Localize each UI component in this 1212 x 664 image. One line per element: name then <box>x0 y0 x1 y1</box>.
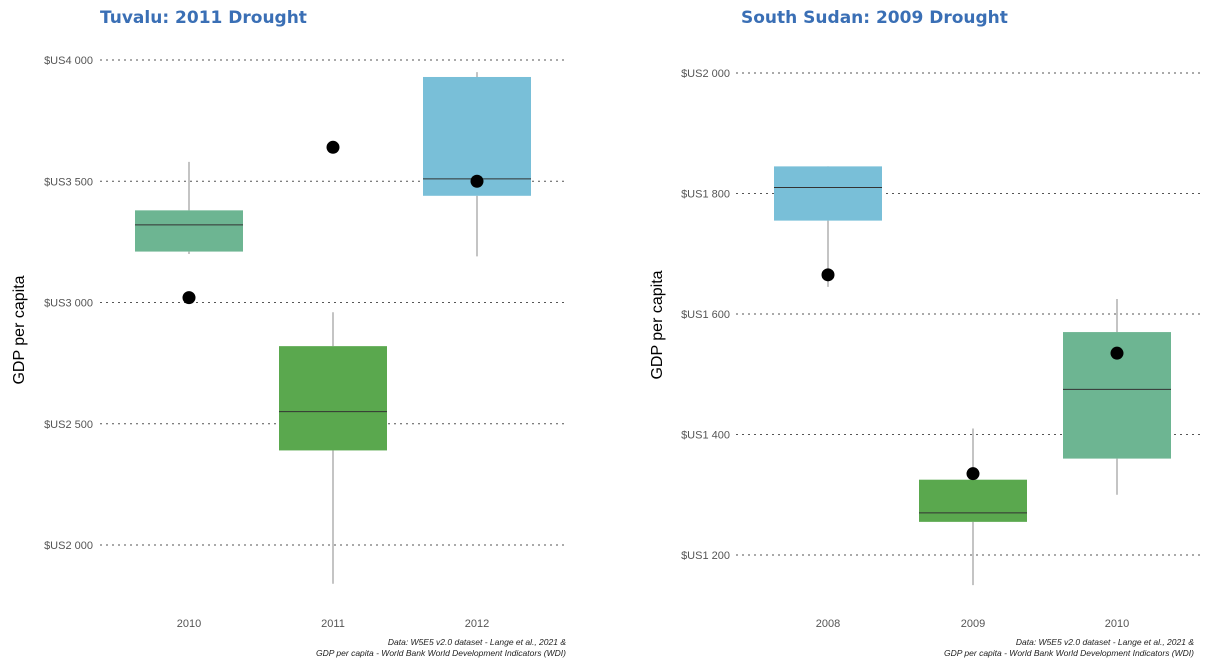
box-body <box>919 479 1027 522</box>
box-2010 <box>1063 298 1171 495</box>
chart-plot-south-sudan: $US1 200 $US1 400 $US1 600 $US1 800 $US2 000… <box>649 68 1201 630</box>
data-point <box>326 140 340 154</box>
data-point <box>966 467 980 481</box>
y-tick-label: $US1 800 <box>681 189 730 201</box>
chart-title: South Sudan: 2009 Drought <box>741 8 1008 28</box>
y-tick-label: $US1 400 <box>681 430 730 442</box>
x-tick-label: 2008 <box>816 618 840 630</box>
x-tick-label: 2012 <box>465 618 489 630</box>
source-line-1: Data: W5E5 v2.0 dataset - Lange et al., … <box>387 637 566 647</box>
box-2008 <box>774 166 882 287</box>
source-line-2: GDP per capita - World Bank World Develo… <box>315 648 566 658</box>
box-2011 <box>279 140 387 584</box>
box-body <box>279 346 387 451</box>
y-tick-label: $US2 000 <box>44 540 93 552</box>
y-tick-label: $US2 000 <box>681 68 730 80</box>
x-tick-label: 2011 <box>321 618 345 630</box>
y-tick-label: $US3 500 <box>44 176 93 188</box>
y-tick-label: $US1 600 <box>681 309 730 321</box>
data-point <box>1110 346 1124 360</box>
box-2010 <box>135 161 243 305</box>
chart-panel-south-sudan: South Sudan: 2009 Drought $US1 200 $US1 4… <box>606 0 1212 664</box>
y-tick-label: $US4 000 <box>44 55 93 67</box>
source-note: Data: W5E5 v2.0 dataset - Lange et al., … <box>944 637 1194 659</box>
source-line-1: Data: W5E5 v2.0 dataset - Lange et al., … <box>1015 637 1194 647</box>
x-tick-label: 2010 <box>177 618 201 630</box>
x-tick-label: 2010 <box>1105 618 1129 630</box>
box-body <box>774 166 882 221</box>
box-2009 <box>919 428 1027 586</box>
chart-title: Tuvalu: 2011 Drought <box>100 8 307 28</box>
y-tick-label: $US1 200 <box>681 550 730 562</box>
box-body <box>135 210 243 252</box>
chart-plot-tuvalu: $US2 000 $US2 500 $US3 000 $US3 500 $US4 000… <box>11 55 565 630</box>
data-point <box>821 268 835 282</box>
source-note: Data: W5E5 v2.0 dataset - Lange et al., … <box>316 637 566 659</box>
y-tick-label: $US2 500 <box>44 419 93 431</box>
box-2012 <box>423 72 531 257</box>
y-axis-label: GDP per capita <box>649 270 666 379</box>
y-tick-label: $US3 000 <box>44 298 93 310</box>
source-line-2: GDP per capita - World Bank World Develo… <box>943 648 1194 658</box>
data-point <box>470 174 484 188</box>
chart-panel-tuvalu: Tuvalu: 2011 Drought $US2 000 $US2 500 $US… <box>11 8 566 659</box>
y-axis-label: GDP per capita <box>11 275 28 384</box>
x-tick-label: 2009 <box>961 618 985 630</box>
data-point <box>182 291 196 305</box>
